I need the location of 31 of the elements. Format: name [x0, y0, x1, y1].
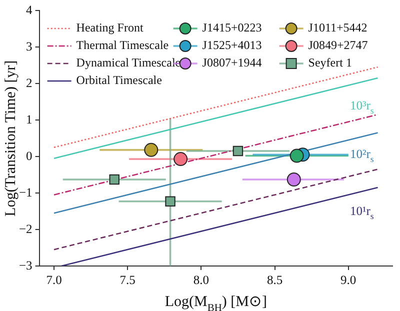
x-tick-label: 8.5: [266, 272, 283, 287]
y-tick-label: −1: [18, 185, 32, 200]
y-axis-title: Log(Transition Time) [yr]: [2, 60, 19, 216]
legend-label: Seyfert 1: [308, 56, 352, 70]
point: [144, 142, 158, 157]
y-tick-label: 1: [26, 112, 32, 126]
legend-label: J1011+5442: [308, 20, 368, 35]
legend-label: Heating Front: [76, 20, 144, 35]
legend-label: Orbital Timescale: [76, 73, 162, 88]
y-tick-label: −3: [18, 258, 32, 272]
point: [286, 172, 301, 186]
x-tick-label: 9.0: [340, 272, 356, 287]
y-tick-label: 0: [26, 148, 32, 163]
point: [174, 152, 188, 166]
legend-label: J1415+0223: [202, 20, 262, 35]
legend-label: Dynamical Timescale: [76, 56, 181, 70]
legend-label: Thermal Timescale: [76, 38, 169, 52]
x-tick-label: 8.0: [193, 272, 209, 287]
point: [290, 148, 304, 163]
point: [232, 146, 244, 156]
point: [109, 174, 120, 185]
x-tick-label: 7.0: [46, 272, 62, 287]
legend-label: J1525+4013: [202, 38, 262, 52]
x-tick-label: 7.5: [120, 272, 136, 287]
y-tick-label: 4: [26, 2, 34, 17]
point: [165, 196, 176, 206]
legend-label: J0849+2747: [308, 38, 368, 52]
y-tick-label: 3: [26, 39, 32, 54]
y-tick-label: −2: [18, 222, 32, 236]
legend-label: J0807+1944: [202, 56, 262, 70]
y-tick-label: 2: [26, 76, 32, 90]
